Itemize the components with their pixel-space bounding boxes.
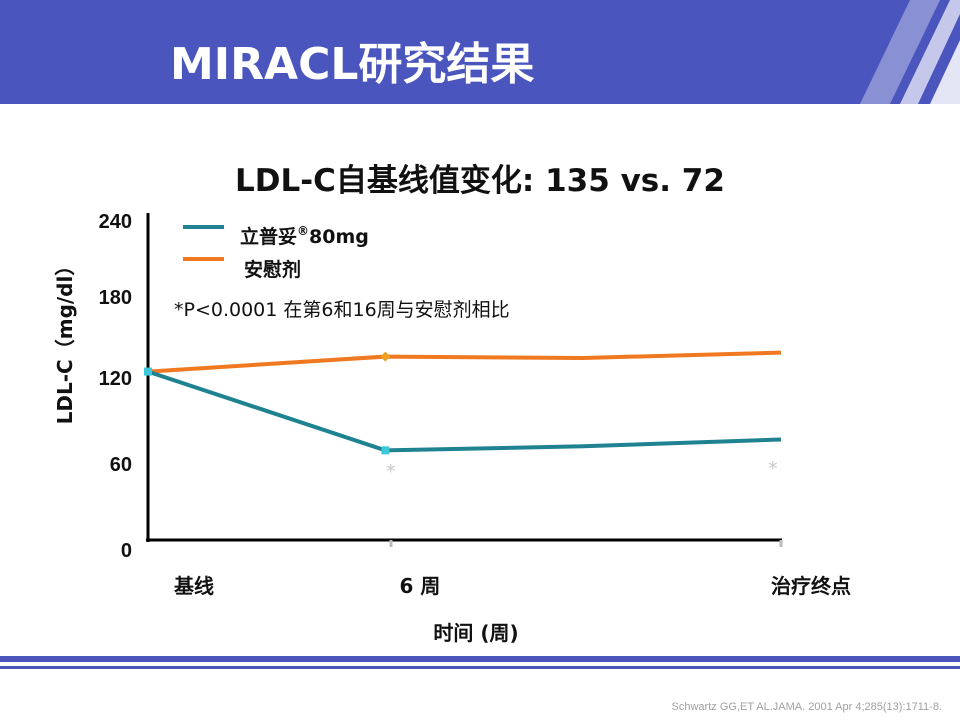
x-category-label: 6 周 (400, 574, 441, 598)
registered-mark: ® (297, 224, 309, 238)
placebo-6wk-marker (380, 351, 391, 362)
series-line-atorvastatin (147, 369, 782, 453)
y-tick-label: 240 (99, 211, 132, 233)
significance-asterisk: * (768, 458, 778, 480)
y-tick-label: 120 (99, 368, 132, 390)
significance-note: *P<0.0001 在第6和16周与安慰剂相比 (174, 299, 510, 321)
ldl-line-chart: LDL-C（mg/dl） 0 60 120 180 240 立普妥®80mg 安… (53, 211, 851, 645)
chart-title: LDL-C自基线值变化: 135 vs. 72 (235, 163, 725, 199)
y-tick-label: 180 (99, 287, 132, 309)
x-category-label: 基线 (174, 574, 214, 598)
x-category-label: 治疗终点 (771, 574, 851, 598)
footer-rule (0, 666, 960, 669)
legend-name: 立普妥 (240, 225, 297, 248)
slide-title: MIRACL研究结果 (170, 39, 535, 90)
series-line-placebo (147, 350, 782, 374)
y-tick-label: 60 (110, 454, 132, 476)
legend-label-placebo: 安慰剂 (244, 258, 301, 281)
atorvastatin-6wk-marker (381, 446, 390, 455)
significance-asterisk: * (386, 461, 396, 483)
legend-dose: 80mg (309, 226, 369, 248)
header-bar: MIRACL研究结果 (0, 0, 960, 104)
legend-label-atorvastatin: 立普妥®80mg (240, 224, 369, 248)
baseline-marker (144, 367, 152, 376)
footer-rule (0, 656, 960, 662)
citation: Schwartz GG,ET AL.JAMA. 2001 Apr 4;285(1… (671, 701, 942, 713)
y-axis-label: LDL-C（mg/dl） (53, 256, 77, 425)
header-stripes (860, 0, 960, 104)
x-axis-label: 时间 (周) (433, 621, 518, 645)
y-tick-label: 0 (121, 540, 132, 562)
